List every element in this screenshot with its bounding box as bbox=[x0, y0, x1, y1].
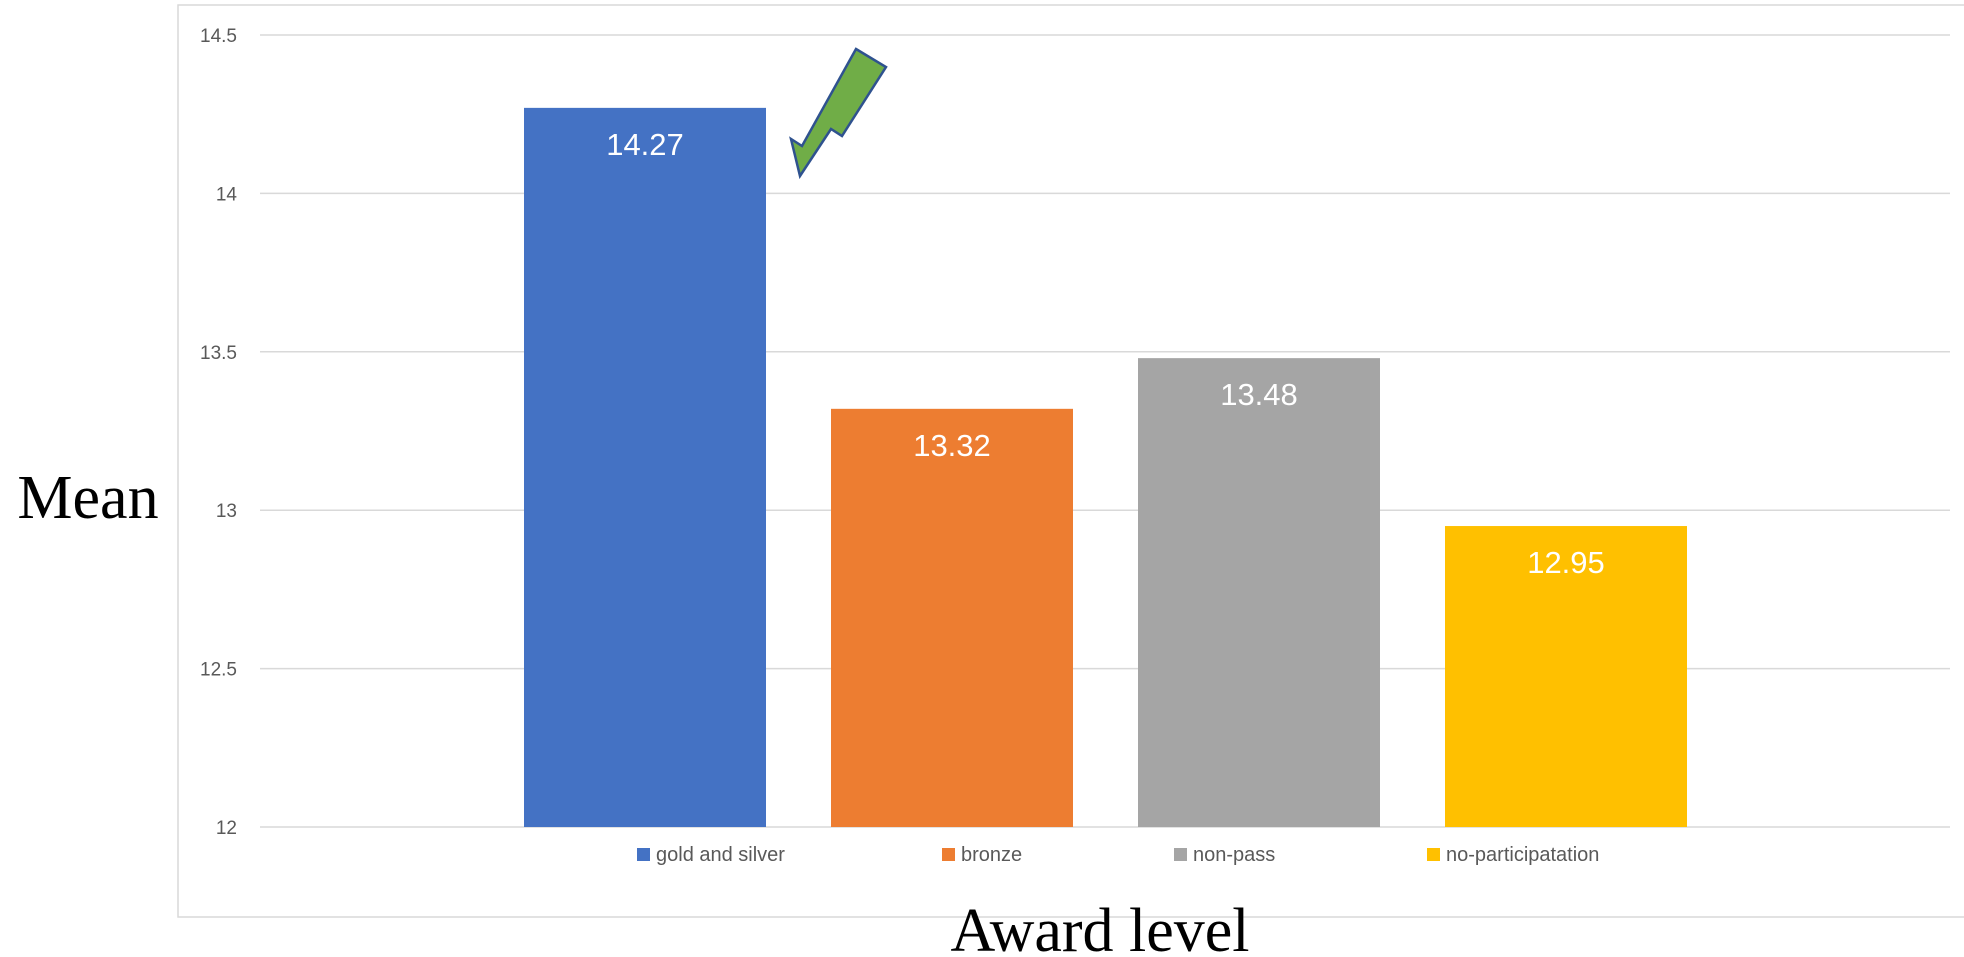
legend-swatch bbox=[1174, 848, 1187, 861]
legend-swatch bbox=[942, 848, 955, 861]
data-label: 12.95 bbox=[1527, 545, 1605, 580]
legend-label: bronze bbox=[961, 844, 1022, 866]
y-axis-title: Mean bbox=[17, 464, 158, 532]
y-tick-label: 13 bbox=[216, 501, 237, 522]
y-tick-label: 14 bbox=[216, 184, 238, 205]
legend: gold and silver bronze non-pass no-particip… bbox=[637, 844, 1599, 866]
bars bbox=[524, 107, 1687, 827]
bar-1 bbox=[831, 408, 1073, 827]
legend-label: no-participatation bbox=[1446, 844, 1599, 866]
legend-swatch bbox=[637, 848, 650, 861]
y-tick-label: 12 bbox=[216, 818, 237, 839]
green-arrow-annotation bbox=[789, 47, 888, 180]
bar-2 bbox=[1138, 358, 1380, 827]
y-tick-label: 12.5 bbox=[200, 660, 237, 681]
data-labels: 14.27 13.32 13.48 12.95 bbox=[606, 127, 1605, 580]
y-axis-ticks: 12 12.5 13 13.5 14 14.5 bbox=[200, 26, 237, 839]
y-tick-label: 14.5 bbox=[200, 26, 237, 47]
legend-label: non-pass bbox=[1193, 844, 1275, 866]
legend-label: gold and silver bbox=[656, 844, 785, 866]
bar-3 bbox=[1445, 526, 1687, 827]
legend-swatch bbox=[1427, 848, 1440, 861]
data-label: 14.27 bbox=[606, 127, 684, 162]
data-label: 13.48 bbox=[1220, 377, 1298, 412]
data-label: 13.32 bbox=[913, 428, 991, 463]
x-axis-title: Award level bbox=[950, 897, 1249, 957]
bar-0 bbox=[524, 107, 766, 827]
y-tick-label: 13.5 bbox=[200, 343, 237, 364]
